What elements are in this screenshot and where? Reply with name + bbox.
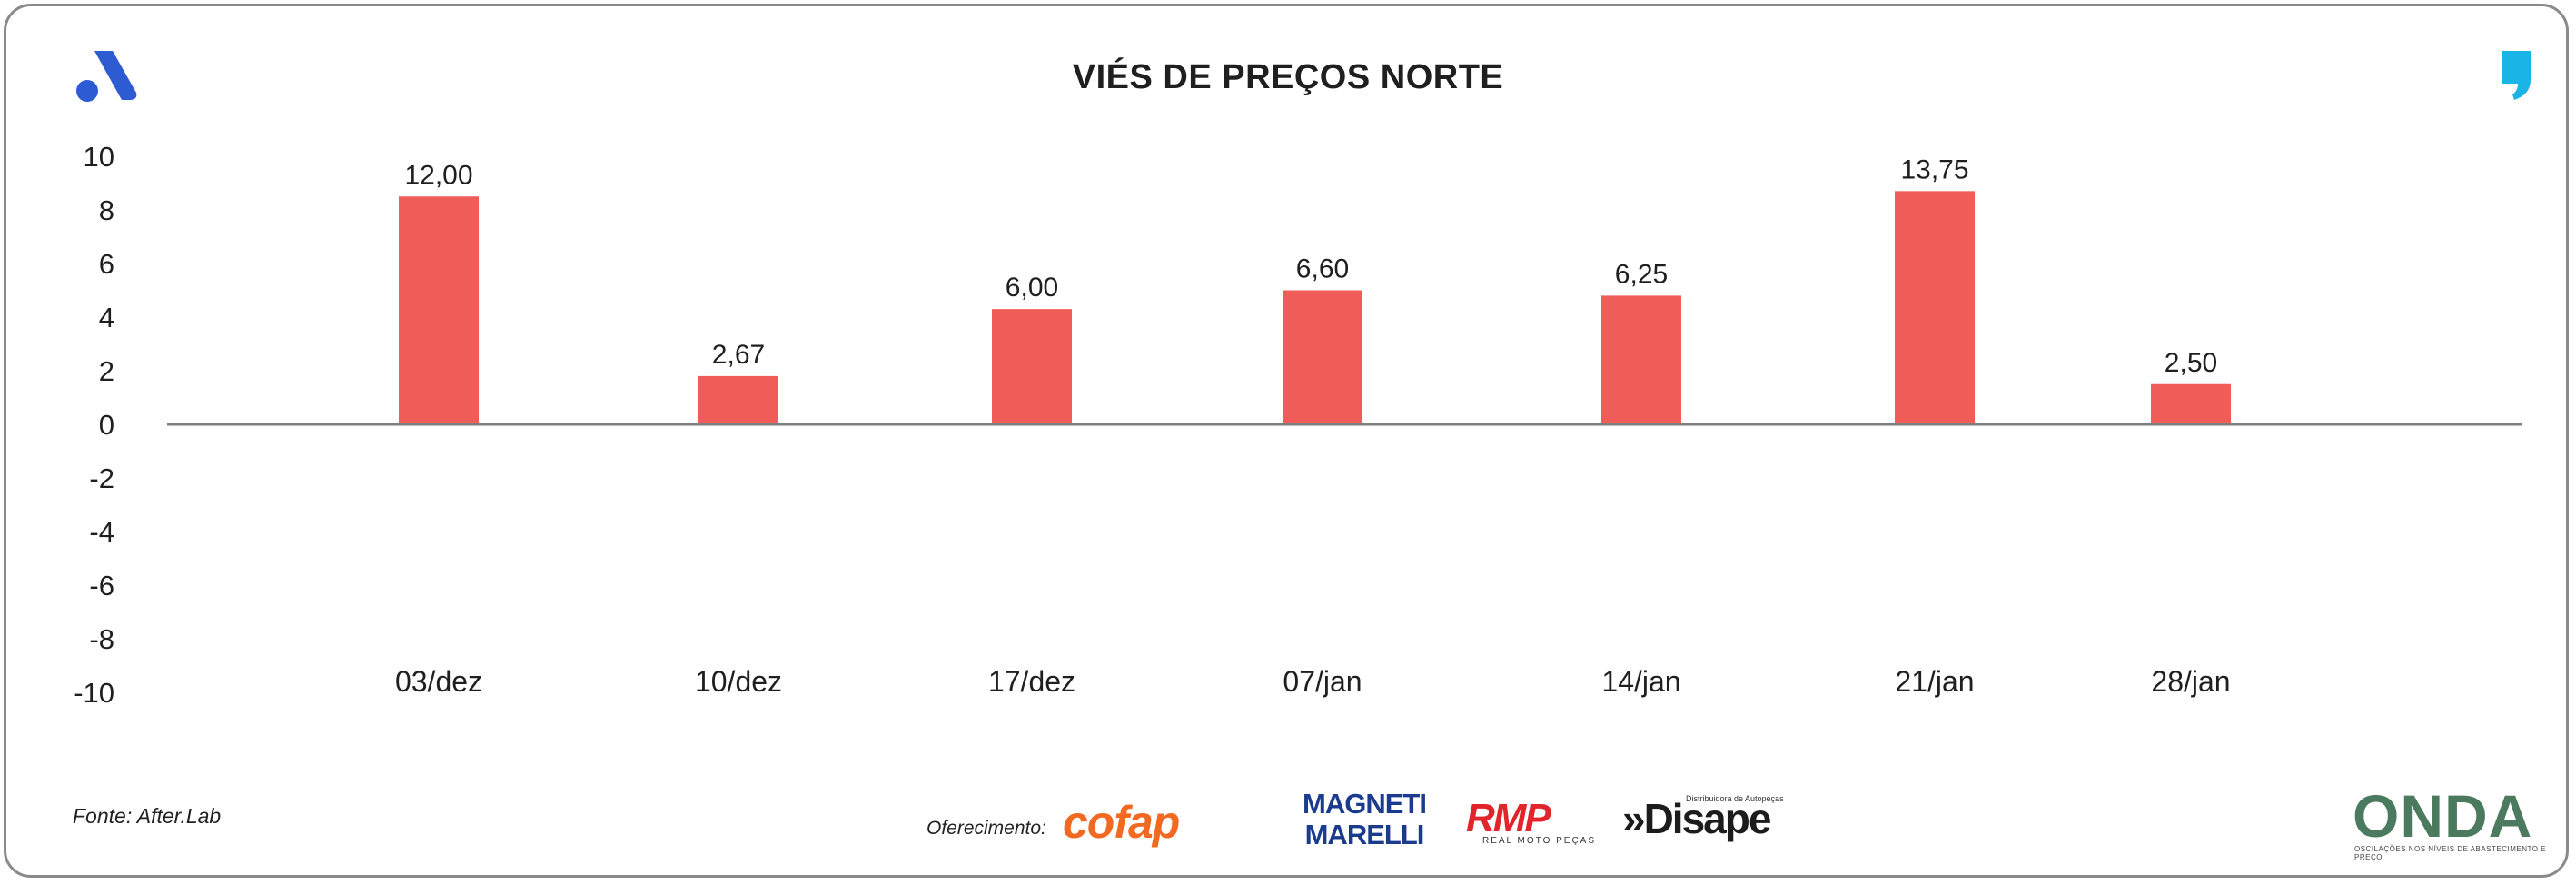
chart-frame bbox=[4, 4, 2569, 878]
x-tick-label: 07/jan bbox=[1283, 665, 1362, 698]
magneti-line1: MAGNETI bbox=[1303, 788, 1427, 820]
data-label: 6,60 bbox=[1296, 254, 1349, 284]
disape-tagline: Distribuidora de Autopeças bbox=[1686, 794, 1784, 803]
bar bbox=[1601, 295, 1681, 424]
data-label: 6,25 bbox=[1615, 259, 1668, 289]
data-label: 12,00 bbox=[404, 160, 472, 190]
quote-comma-icon bbox=[2502, 51, 2531, 100]
source-note: Fonte: After.Lab bbox=[73, 804, 222, 828]
y-tick-label: -2 bbox=[89, 462, 114, 494]
brand-a-icon bbox=[76, 51, 137, 102]
bar bbox=[1283, 290, 1362, 424]
data-label: 13,75 bbox=[1900, 154, 1968, 184]
x-tick-label: 03/dez bbox=[395, 665, 482, 698]
x-tick-label: 17/dez bbox=[988, 665, 1075, 698]
y-tick-label: 4 bbox=[99, 302, 114, 333]
data-label: 2,50 bbox=[2165, 348, 2217, 378]
y-tick-label: 8 bbox=[99, 194, 114, 226]
y-tick-label: 6 bbox=[99, 248, 114, 280]
bar bbox=[399, 196, 479, 424]
x-tick-label: 10/dez bbox=[695, 665, 782, 698]
y-tick-label: 0 bbox=[99, 409, 114, 441]
y-tick-label: 2 bbox=[99, 355, 114, 387]
magneti-marelli-logo: MAGNETI MARELLI bbox=[1297, 789, 1432, 850]
onda-tagline: OSCILAÇÕES NOS NÍVEIS DE ABASTECIMENTO E… bbox=[2354, 845, 2547, 861]
magneti-line2: MARELLI bbox=[1304, 819, 1425, 850]
y-tick-label: -4 bbox=[89, 516, 114, 548]
x-tick-label: 28/jan bbox=[2151, 665, 2230, 698]
bar bbox=[698, 375, 778, 424]
rmp-logo: RMP bbox=[1466, 796, 1551, 840]
y-tick-label: 10 bbox=[84, 141, 114, 173]
y-tick-label: -10 bbox=[74, 677, 114, 709]
y-tick-label: -8 bbox=[89, 623, 114, 655]
cofap-logo: cofap bbox=[1063, 797, 1180, 848]
disape-logo: »Disape bbox=[1622, 795, 1771, 842]
y-tick-label: -6 bbox=[89, 570, 114, 602]
data-label: 2,67 bbox=[712, 340, 765, 370]
bar bbox=[2151, 383, 2231, 424]
data-label: 6,00 bbox=[1006, 273, 1058, 303]
chart-title: VIÉS DE PREÇOS NORTE bbox=[1072, 58, 1504, 96]
bar bbox=[1895, 191, 1975, 424]
bar bbox=[992, 309, 1072, 424]
rmp-tagline: REAL MOTO PEÇAS bbox=[1482, 836, 1597, 846]
sponsor-label: Oferecimento: bbox=[926, 818, 1046, 839]
x-tick-label: 21/jan bbox=[1895, 665, 1974, 698]
x-tick-label: 14/jan bbox=[1601, 665, 1680, 698]
onda-logo: ONDA bbox=[2353, 782, 2533, 850]
